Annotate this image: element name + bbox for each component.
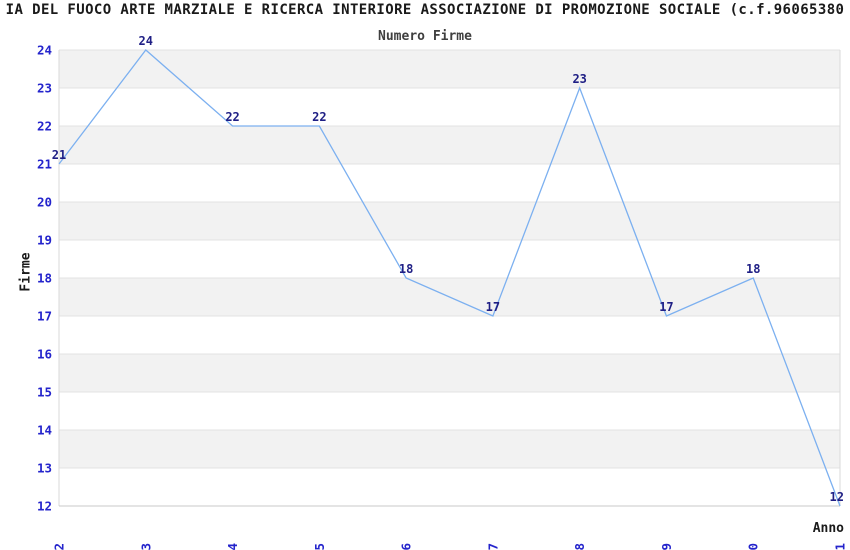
chart-subtitle: Numero Firme <box>378 29 472 44</box>
data-point-label: 17 <box>659 300 673 314</box>
data-point-label: 24 <box>139 34 153 48</box>
plot-band <box>59 354 840 392</box>
y-tick-label: 13 <box>37 461 52 476</box>
y-tick-label: 12 <box>37 499 52 514</box>
plot-band <box>59 126 840 164</box>
y-tick-label: 16 <box>37 347 52 362</box>
y-tick-label: 20 <box>37 195 52 210</box>
data-point-label: 12 <box>830 490 844 504</box>
x-tick-label: 2012 <box>52 543 67 550</box>
data-point-label: 18 <box>746 262 760 276</box>
plot-band <box>59 50 840 88</box>
y-tick-label: 18 <box>37 271 52 286</box>
data-point-label: 22 <box>312 110 326 124</box>
series-line <box>58 49 841 507</box>
x-axis-title: Anno <box>812 521 844 536</box>
data-point-label: 21 <box>52 148 66 162</box>
x-tick-label: 2013 <box>138 543 153 550</box>
plot-band <box>59 430 840 468</box>
y-tick-label: 21 <box>37 157 52 172</box>
x-tick-label: 2015 <box>312 543 327 550</box>
x-tick-label: 2019 <box>659 543 674 550</box>
x-tick-label: 2018 <box>572 543 587 550</box>
y-tick-label: 17 <box>37 309 52 324</box>
x-tick-label: 2017 <box>485 543 500 550</box>
x-tick-label: 2016 <box>399 543 414 550</box>
x-tick-label: 2020 <box>746 543 761 550</box>
y-tick-label: 23 <box>37 81 52 96</box>
data-point-label: 18 <box>399 262 413 276</box>
data-point-label: 17 <box>486 300 500 314</box>
y-tick-label: 22 <box>37 119 52 134</box>
y-tick-label: 19 <box>37 233 52 248</box>
y-tick-label: 24 <box>37 43 52 58</box>
chart-main-title: IA DEL FUOCO ARTE MARZIALE E RICERCA INT… <box>5 2 845 18</box>
data-point-label: 22 <box>225 110 239 124</box>
y-axis-title: Firme <box>18 252 34 292</box>
x-tick-label: 2014 <box>225 543 240 550</box>
y-tick-label: 15 <box>37 385 52 400</box>
y-tick-label: 14 <box>37 423 52 438</box>
plot-band <box>59 202 840 240</box>
data-point-label: 23 <box>572 72 586 86</box>
